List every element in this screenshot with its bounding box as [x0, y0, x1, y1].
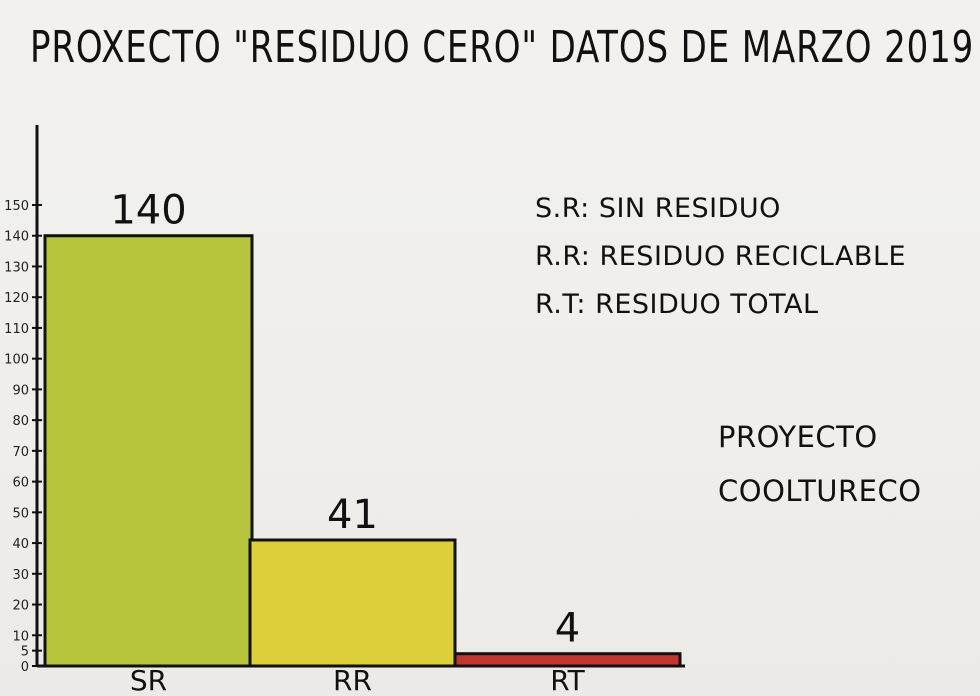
y-tick-label: 5 [21, 645, 29, 660]
y-tick-label: 120 [4, 291, 29, 306]
bar-sr [43, 234, 254, 668]
category-label-sr: SR [130, 664, 167, 696]
credit-line-1: PROYECTO [718, 420, 878, 454]
y-tick-label: 40 [12, 537, 29, 552]
data-label-rr: 41 [327, 492, 378, 538]
y-tick-label: 0 [21, 660, 29, 675]
legend-item-rr: R.R: RESIDUO RECICLABLE [535, 241, 907, 272]
legend: S.R: SIN RESIDUO R.R: RESIDUO RECICLABLE… [535, 185, 955, 329]
y-tick-label: 150 [4, 199, 29, 214]
category-label-rt: RT [550, 664, 585, 696]
legend-item-sr: S.R: SIN RESIDUO [535, 193, 781, 224]
y-tick-label: 30 [12, 568, 29, 583]
y-tick-label: 70 [12, 445, 29, 460]
y-tick-label: 50 [12, 506, 29, 521]
data-label-sr: 140 [110, 188, 186, 234]
y-tick-label: 140 [4, 230, 29, 245]
credit-line-2: COOLTURECO [718, 474, 922, 508]
y-tick-label: 100 [4, 353, 29, 368]
data-label-rt: 4 [555, 606, 580, 652]
y-tick-label: 90 [12, 383, 29, 398]
project-credit: PROYECTO COOLTURECO [718, 410, 958, 518]
y-tick-label: 10 [12, 629, 29, 644]
y-tick-label: 60 [12, 476, 29, 491]
y-tick-label: 110 [4, 322, 29, 337]
bar-rt [453, 652, 682, 668]
legend-item-rt: R.T: RESIDUO TOTAL [535, 289, 819, 320]
y-tick-label: 130 [4, 260, 29, 275]
category-label-rr: RR [333, 664, 372, 696]
y-tick-label: 80 [12, 414, 29, 429]
bar-rr [248, 538, 457, 668]
y-tick-label: 20 [12, 599, 29, 614]
